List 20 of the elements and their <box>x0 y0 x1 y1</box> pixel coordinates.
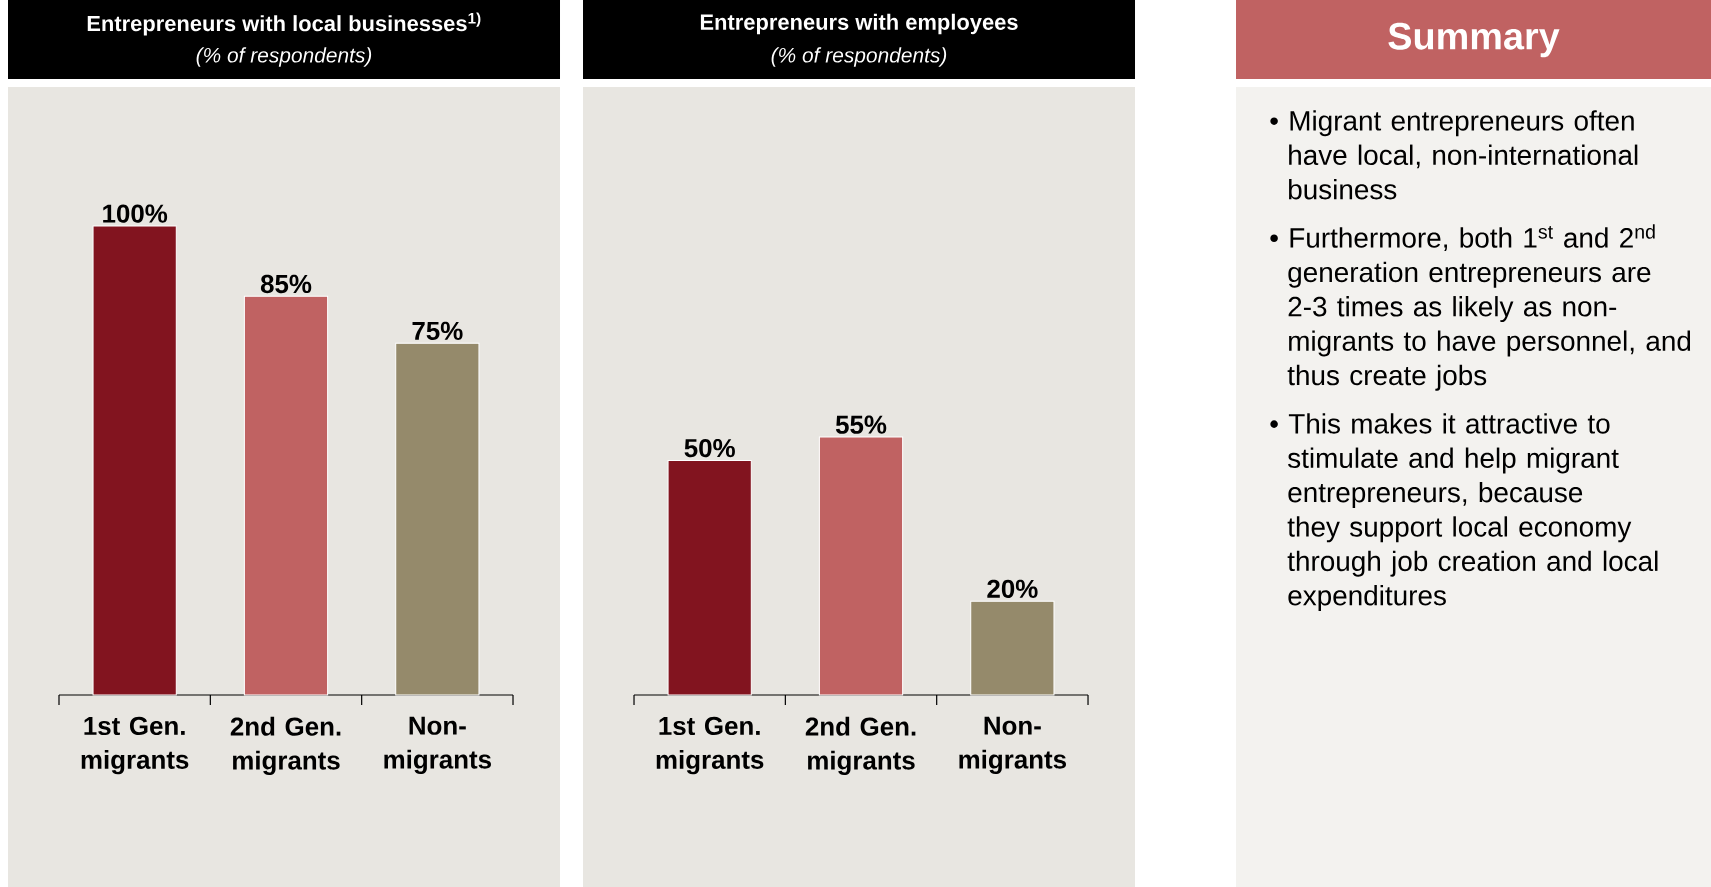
chart-title: Entrepreneurs with local businesses$^{1)}$ <box>87 12 481 36</box>
x-tick-label: 1st Gen. migrants <box>656 716 764 775</box>
data-label: 55% <box>835 415 887 434</box>
text: • Migrant entrepreneurs often have local, non-international business <box>1270 110 1638 200</box>
chart-subtitle: (% of respondents) <box>771 47 947 67</box>
data-label: 100% <box>103 204 168 223</box>
text: Summary <box>1388 22 1560 58</box>
text: • Furthermore, both 1$^{st}$ and 2$^{nd}$ generation entrepreneurs are 2-3 times as likely as non-migrants to have personnel, and thus create jobs <box>1270 224 1691 391</box>
data-label: 50% <box>684 438 735 458</box>
data-label: 85% <box>260 274 312 294</box>
x-tick-label: 1st Gen. migrants <box>81 716 189 775</box>
text: • This makes it attractive to stimulate and help migrant entrepreneurs, because they support local economy through job creation and local expenditures <box>1270 413 1658 612</box>
x-tick-label: Non-migrants <box>384 716 491 774</box>
data-label: 75% <box>412 321 463 341</box>
x-tick-label: 2nd Gen. migrants <box>805 716 916 775</box>
x-tick-label: 2nd Gen. migrants <box>230 716 341 775</box>
x-tick-label: Non-migrants <box>959 716 1066 774</box>
chart-title: Entrepreneurs with employees <box>700 13 1018 35</box>
data-label: 20% <box>987 579 1038 598</box>
chart-subtitle: (% of respondents) <box>196 47 372 67</box>
